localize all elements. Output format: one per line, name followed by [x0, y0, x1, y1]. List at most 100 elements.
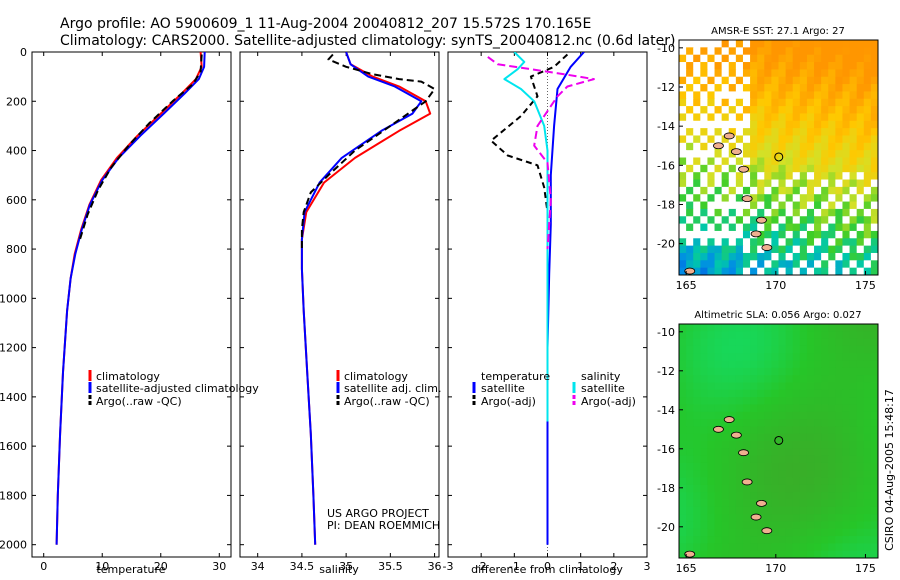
map-cell [821, 484, 829, 493]
map-cell [686, 128, 694, 137]
map-cell [828, 142, 836, 151]
map-cell [728, 441, 737, 449]
map-cell [700, 441, 709, 449]
island-shape [761, 527, 773, 535]
map-cell [764, 433, 772, 442]
map-cell [856, 98, 865, 107]
map-cell [821, 448, 829, 457]
map-cell [742, 186, 751, 195]
map-cell [870, 455, 878, 464]
map-cell [835, 252, 844, 261]
map-cell [814, 345, 822, 354]
map-cell [693, 245, 701, 254]
map-cell [750, 128, 758, 137]
map-cell [806, 477, 815, 486]
map-cell [778, 389, 787, 398]
map-cell [742, 514, 751, 523]
map-cell [693, 230, 701, 239]
map-cell [728, 91, 737, 100]
map-cell [764, 194, 772, 203]
map-cell [835, 514, 844, 523]
map-cell [835, 389, 844, 398]
map-cell [806, 404, 815, 413]
map-cell [686, 208, 694, 217]
map-cell [849, 69, 858, 78]
map-cell [679, 528, 687, 537]
map-cell [679, 389, 687, 398]
map-cell [835, 433, 844, 442]
map-cell [828, 419, 836, 427]
map-cell [764, 441, 772, 449]
map-cell [735, 128, 744, 137]
map-cell [771, 353, 780, 362]
map-cell [806, 331, 815, 340]
legend-label-sal-satellite: satellite [581, 382, 625, 395]
map-cell [686, 470, 694, 479]
map-cell [856, 536, 865, 544]
map-cell [849, 164, 858, 173]
legend-label-satellite-adjusted: satellite-adjusted climatology [96, 382, 259, 395]
map-cell [828, 338, 836, 347]
map-cell [728, 331, 737, 340]
map-cell [785, 62, 794, 70]
map-cell [750, 186, 758, 195]
map-cell [728, 462, 737, 471]
map-cell [814, 54, 822, 63]
map-cell [707, 375, 716, 384]
map-cell [700, 404, 709, 413]
map-cell [842, 260, 851, 269]
map-cell [764, 338, 772, 347]
map-cell [714, 492, 723, 501]
map-cell [828, 98, 836, 107]
map-cell [679, 455, 687, 464]
map-cell [750, 499, 758, 508]
map-cell [735, 91, 744, 100]
map-cell [799, 484, 808, 493]
map-cell [870, 150, 878, 159]
map-cell [757, 260, 765, 269]
map-cell [742, 84, 751, 92]
map-cell [792, 360, 801, 369]
map-cell [707, 528, 716, 537]
map-cell [870, 120, 878, 129]
map-cell [714, 353, 723, 362]
map-cell [771, 157, 780, 166]
map-cell [849, 91, 858, 100]
map-cell [821, 426, 829, 435]
map-cell [686, 62, 694, 70]
map-cell [721, 492, 730, 501]
map-cell [679, 543, 687, 552]
map-cell [792, 543, 801, 552]
map-cell [778, 267, 787, 275]
map-cell [792, 338, 801, 347]
map-cell [778, 514, 787, 523]
map-cell [700, 433, 709, 442]
map-cell [750, 455, 758, 464]
argo-position-marker [774, 435, 784, 445]
map-cell [870, 142, 878, 151]
map-cell [700, 142, 709, 151]
map-cell [806, 360, 815, 369]
map-cell [792, 201, 801, 210]
map-cell [778, 62, 787, 70]
map-cell [728, 54, 737, 63]
map-cell [870, 201, 878, 210]
map-cell [778, 477, 787, 486]
map-cell [771, 260, 780, 269]
map-cell [764, 455, 772, 464]
map-cell [721, 404, 730, 413]
map-cell [764, 157, 772, 166]
map-cell [863, 514, 872, 523]
map-cell [785, 194, 794, 203]
map-cell [814, 375, 822, 384]
map-cell [721, 69, 730, 78]
map-cell [842, 550, 851, 558]
map-cell [849, 128, 858, 137]
map-cell [757, 69, 765, 78]
map-cell [814, 389, 822, 398]
map-cell [757, 331, 765, 340]
map-cell [806, 113, 815, 122]
map-cell [707, 54, 716, 63]
map-cell [778, 164, 787, 173]
map-cell [799, 164, 808, 173]
